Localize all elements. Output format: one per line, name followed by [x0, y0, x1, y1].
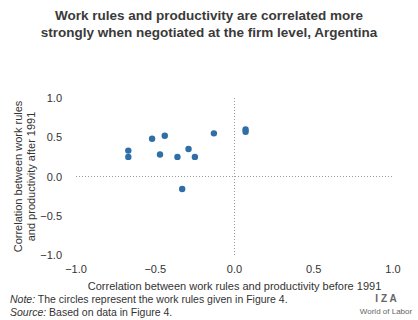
text-line: Correlation between work rules [12, 100, 24, 252]
logo-top: I Z A [375, 293, 396, 304]
text-line: Work rules and productivity are correlat… [55, 8, 364, 23]
x-tick-label: −0.5 [144, 263, 166, 275]
note-body: Based on data in Figure 4. [46, 306, 172, 318]
point [174, 154, 180, 160]
point [125, 147, 131, 153]
chart: Work rules and productivity are correlat… [0, 0, 418, 320]
note: Note: The circles represent the work rul… [10, 293, 288, 305]
y-tick-label: 0.5 [47, 131, 62, 143]
y-tick-label: 1.0 [47, 92, 62, 104]
text-line: and productivity after 1991 [25, 112, 37, 242]
point [185, 146, 191, 152]
y-tick-label: −1.0 [40, 249, 62, 261]
x-tick-label: 1.0 [385, 263, 400, 275]
logo-bottom: World of Labor [360, 307, 413, 316]
point [149, 136, 155, 142]
note-body: The circles represent the work rules giv… [35, 293, 288, 305]
note-prefix: Note: [10, 293, 35, 305]
point [192, 154, 198, 160]
point [211, 130, 217, 136]
title: Work rules and productivity are correlat… [41, 8, 378, 40]
point [179, 186, 185, 192]
point [157, 151, 163, 157]
y-axis-label: Correlation between work rulesand produc… [12, 100, 37, 252]
point [162, 132, 168, 138]
text-line: strongly when negotiated at the firm lev… [41, 25, 378, 40]
y-tick-label: −0.5 [40, 210, 62, 222]
zero-line-x [234, 98, 235, 255]
x-tick-label: −1.0 [65, 263, 87, 275]
x-tick-label: 0.0 [227, 263, 242, 275]
zero-line-y [76, 176, 393, 177]
note-prefix: Source: [10, 306, 46, 318]
source: Source: Based on data in Figure 4. [10, 306, 172, 318]
point [125, 154, 131, 160]
points [125, 126, 249, 192]
point [242, 129, 248, 135]
x-axis-label: Correlation between work rules and produ… [88, 280, 382, 292]
y-tick-label: 0.0 [47, 171, 62, 183]
x-tick-label: 0.5 [306, 263, 321, 275]
